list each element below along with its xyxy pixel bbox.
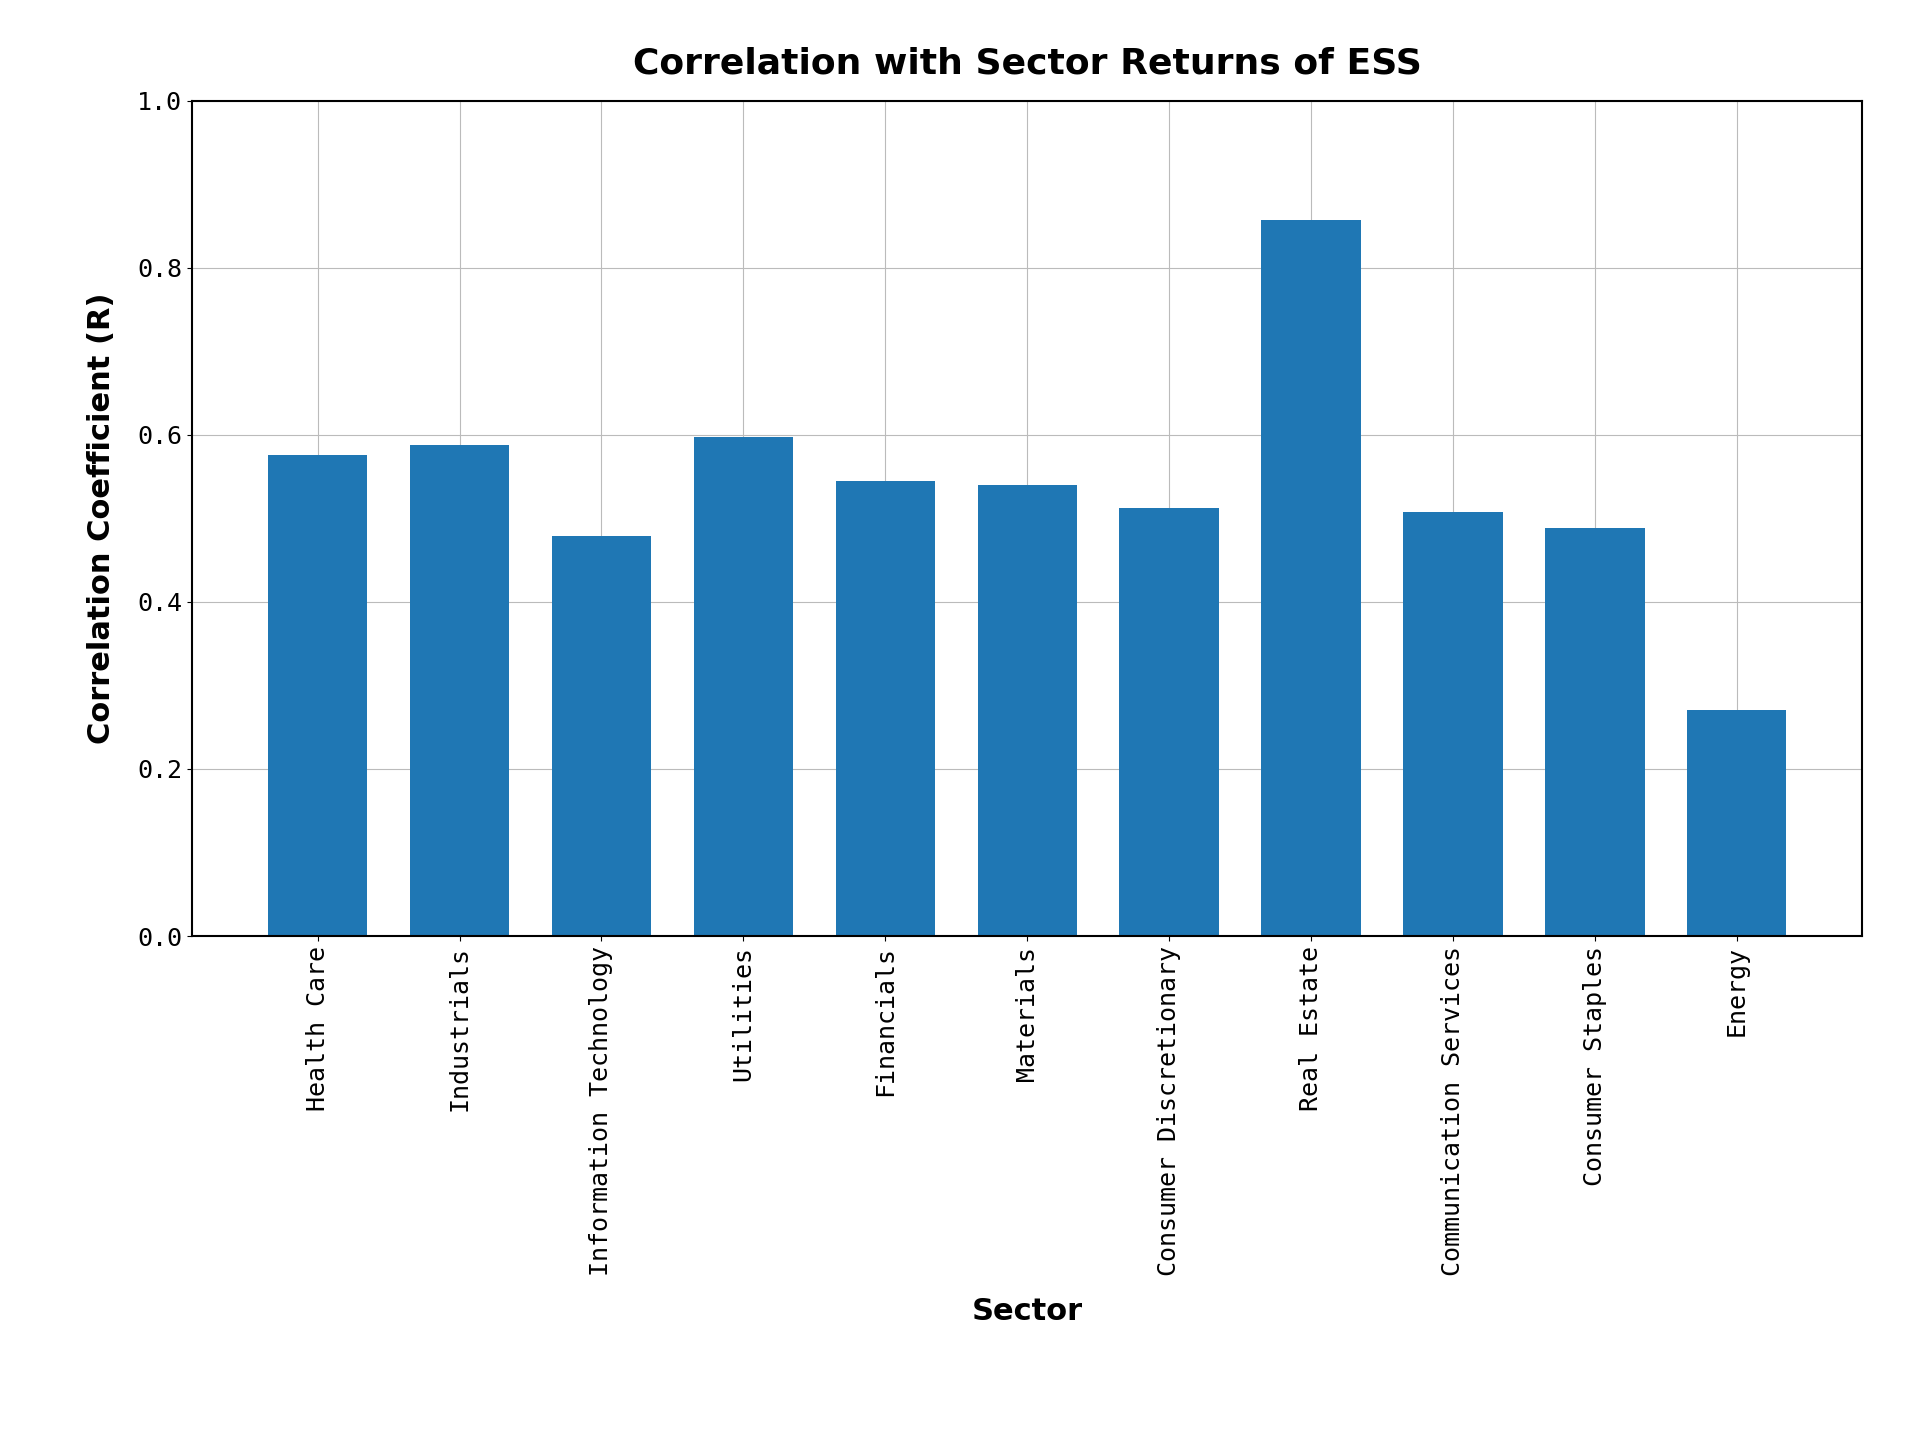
Bar xyxy=(1261,220,1361,936)
Bar xyxy=(835,481,935,936)
Bar xyxy=(693,438,793,936)
Bar xyxy=(977,485,1077,936)
Y-axis label: Correlation Coefficient (R): Correlation Coefficient (R) xyxy=(88,292,117,744)
Bar xyxy=(269,455,367,936)
Bar xyxy=(1404,511,1503,936)
Bar xyxy=(551,536,651,936)
Bar xyxy=(409,445,509,936)
X-axis label: Sector: Sector xyxy=(972,1296,1083,1326)
Bar xyxy=(1546,528,1645,936)
Title: Correlation with Sector Returns of ESS: Correlation with Sector Returns of ESS xyxy=(634,46,1421,81)
Bar xyxy=(1688,710,1786,936)
Bar xyxy=(1119,507,1219,936)
